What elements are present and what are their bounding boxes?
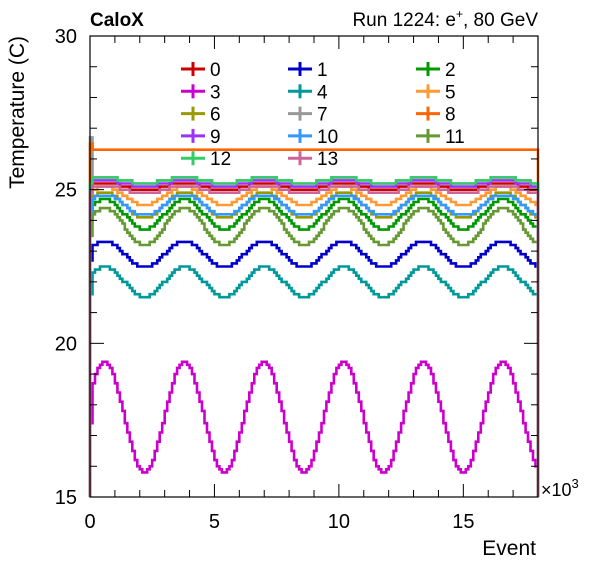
- series-line-0: [88, 182, 540, 497]
- series-line-11: [88, 206, 540, 497]
- x-multiplier-exponent: 3: [572, 476, 579, 491]
- legend-label: 3: [210, 82, 221, 103]
- run-info-text: Run 1224: e: [352, 10, 456, 31]
- x-tick-label: 15: [452, 511, 474, 533]
- series-line-13: [88, 185, 540, 497]
- legend-label: 0: [210, 60, 221, 81]
- y-axis-label: Temperature (C): [6, 36, 29, 189]
- x-axis-label: Event: [482, 537, 536, 560]
- series-line-9: [88, 179, 540, 497]
- x-tick-label: 0: [84, 511, 95, 533]
- legend-entry-7: 7: [288, 105, 328, 126]
- y-tick-label: 30: [55, 26, 77, 48]
- x-multiplier-base: ×10: [541, 480, 572, 500]
- series-line-8: [88, 142, 540, 497]
- legend-entry-5: 5: [416, 82, 456, 103]
- legend-entry-1: 1: [288, 60, 328, 81]
- y-tick-label: 25: [55, 180, 77, 202]
- legend-label: 7: [317, 105, 328, 126]
- y-tick-label: 20: [55, 333, 77, 355]
- legend-entry-13: 13: [288, 149, 338, 170]
- series-line-2: [88, 197, 540, 497]
- legend-label: 12: [210, 149, 231, 170]
- legend-label: 10: [317, 127, 338, 148]
- legend-label: 2: [445, 60, 456, 81]
- run-info-label: Run 1224: e+, 80 GeV: [352, 7, 538, 31]
- y-tick-label: 15: [55, 487, 77, 509]
- run-info-superscript: +: [456, 7, 463, 21]
- run-info-tail: , 80 GeV: [463, 10, 538, 31]
- legend-entry-6: 6: [181, 105, 221, 126]
- legend-entry-8: 8: [416, 105, 456, 126]
- series-line-5: [88, 185, 540, 497]
- legend-entry-2: 2: [416, 60, 456, 81]
- legend-entry-4: 4: [288, 82, 328, 103]
- legend-label: 13: [317, 149, 338, 170]
- series-line-10: [88, 194, 540, 497]
- legend-entry-3: 3: [181, 82, 221, 103]
- series-line-3: [88, 360, 540, 497]
- legend-entry-11: 11: [416, 127, 465, 148]
- series-layer: [88, 136, 540, 497]
- legend-entry-12: 12: [181, 149, 231, 170]
- series-line-12: [88, 176, 540, 497]
- legend-entry-10: 10: [288, 127, 338, 148]
- legend-label: 11: [445, 127, 465, 148]
- legend-label: 1: [317, 60, 328, 81]
- experiment-label: CaloX: [90, 10, 144, 31]
- legend-entry-0: 0: [181, 60, 221, 81]
- x-multiplier-label: ×103: [541, 476, 579, 500]
- legend-label: 9: [210, 127, 221, 148]
- legend-label: 5: [445, 82, 456, 103]
- legend-entry-9: 9: [181, 127, 221, 148]
- legend-label: 6: [210, 105, 221, 126]
- x-tick-label: 10: [328, 511, 350, 533]
- legend-label: 4: [317, 82, 328, 103]
- series-line-4: [88, 265, 540, 497]
- series-line-1: [88, 240, 540, 497]
- legend-label: 8: [445, 105, 456, 126]
- x-tick-label: 5: [209, 511, 220, 533]
